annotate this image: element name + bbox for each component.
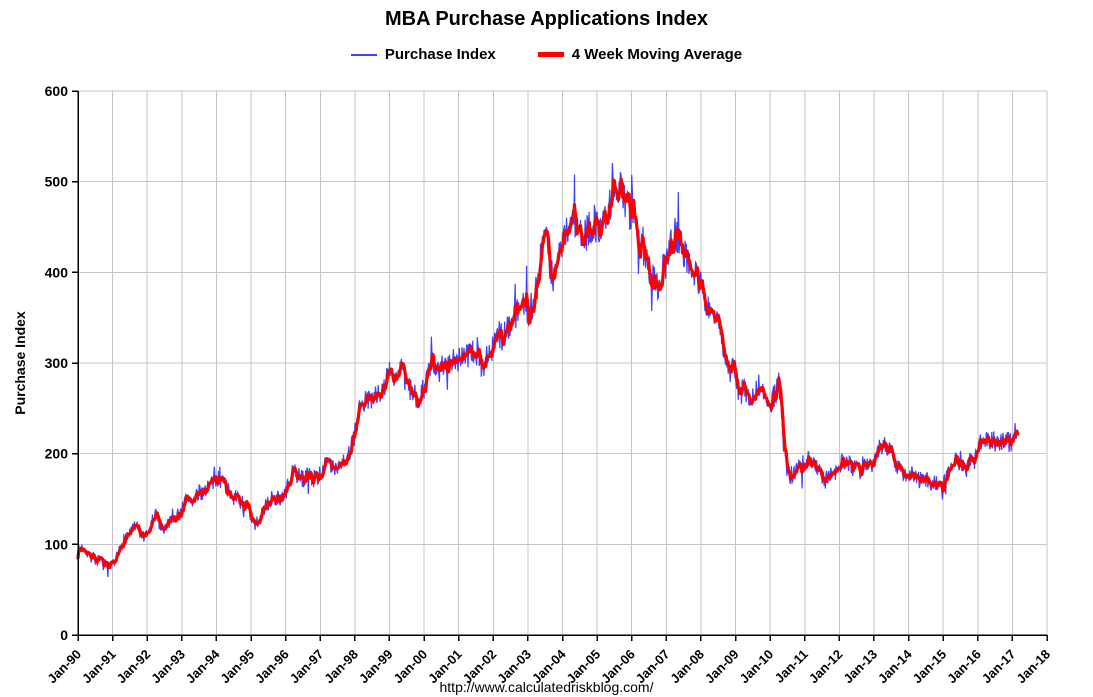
y-tick-label: 0 bbox=[60, 627, 68, 643]
y-tick-label: 500 bbox=[45, 174, 69, 190]
purchase-index-line-swatch bbox=[350, 53, 377, 56]
y-axis-title: Purchase Index bbox=[12, 311, 28, 415]
legend-item-moving-average: 4 Week Moving Average bbox=[537, 46, 743, 63]
y-tick-label: 600 bbox=[45, 83, 69, 99]
y-tick-label: 400 bbox=[45, 264, 69, 280]
y-tick-label: 300 bbox=[45, 355, 69, 371]
purchase-index-line bbox=[77, 162, 1019, 578]
legend: Purchase Index 4 Week Moving Average bbox=[0, 46, 1093, 63]
legend-label-purchase-index: Purchase Index bbox=[384, 46, 496, 63]
chart-title: MBA Purchase Applications Index bbox=[384, 8, 709, 30]
moving-average-line-swatch bbox=[537, 52, 564, 57]
source-url: http://www.calculatedriskblog.com/ bbox=[439, 679, 654, 695]
legend-label-moving-average: 4 Week Moving Average bbox=[571, 46, 743, 63]
y-tick-label: 200 bbox=[45, 446, 69, 462]
legend-item-purchase-index: Purchase Index bbox=[350, 46, 496, 63]
moving-average-line bbox=[76, 177, 1020, 570]
y-tick-label: 100 bbox=[45, 536, 69, 552]
